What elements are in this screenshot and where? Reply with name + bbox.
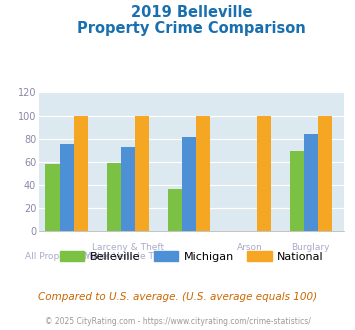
Text: Motor Vehicle Theft: Motor Vehicle Theft [83, 252, 171, 261]
Text: Arson: Arson [237, 243, 263, 251]
Text: Property Crime Comparison: Property Crime Comparison [77, 21, 306, 36]
Bar [168, 189, 182, 231]
Bar [182, 137, 196, 231]
Text: Burglary: Burglary [291, 243, 330, 251]
Text: All Property Crime: All Property Crime [25, 252, 108, 261]
Bar [60, 145, 73, 231]
Bar [196, 115, 210, 231]
Bar [290, 151, 304, 231]
Bar [318, 115, 332, 231]
Text: 2019 Belleville: 2019 Belleville [131, 5, 252, 20]
Text: Compared to U.S. average. (U.S. average equals 100): Compared to U.S. average. (U.S. average … [38, 292, 317, 302]
Bar [257, 115, 271, 231]
Bar [45, 164, 60, 231]
Bar [121, 147, 135, 231]
Bar [73, 115, 88, 231]
Text: Larceny & Theft: Larceny & Theft [92, 243, 164, 251]
Bar [304, 134, 318, 231]
Bar [135, 115, 149, 231]
Text: © 2025 CityRating.com - https://www.cityrating.com/crime-statistics/: © 2025 CityRating.com - https://www.city… [45, 317, 310, 326]
Legend: Belleville, Michigan, National: Belleville, Michigan, National [55, 247, 328, 267]
Bar [106, 163, 121, 231]
